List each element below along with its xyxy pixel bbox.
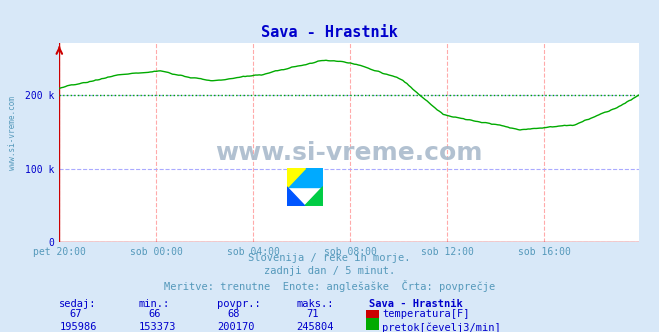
Text: pretok[čevelj3/min]: pretok[čevelj3/min] [382,322,501,332]
Text: Slovenija / reke in morje.: Slovenija / reke in morje. [248,253,411,263]
Polygon shape [287,187,323,206]
Text: www.si-vreme.com: www.si-vreme.com [8,96,17,170]
Text: 71: 71 [306,309,319,319]
Text: temperatura[F]: temperatura[F] [382,309,470,319]
Text: 245804: 245804 [297,322,334,332]
Text: min.:: min.: [138,299,169,309]
Text: 66: 66 [148,309,161,319]
Polygon shape [287,168,323,187]
Text: Meritve: trenutne  Enote: anglešaške  Črta: povprečje: Meritve: trenutne Enote: anglešaške Črta… [164,280,495,291]
Text: zadnji dan / 5 minut.: zadnji dan / 5 minut. [264,266,395,276]
Text: 67: 67 [69,309,82,319]
Polygon shape [287,187,304,206]
Text: povpr.:: povpr.: [217,299,261,309]
Text: Sava - Hrastnik: Sava - Hrastnik [261,25,398,40]
Text: Sava - Hrastnik: Sava - Hrastnik [369,299,463,309]
Text: 153373: 153373 [138,322,176,332]
Text: sedaj:: sedaj: [59,299,97,309]
Text: 68: 68 [227,309,240,319]
Text: www.si-vreme.com: www.si-vreme.com [215,141,483,165]
Text: 195986: 195986 [59,322,97,332]
Polygon shape [287,168,304,187]
Text: 200170: 200170 [217,322,255,332]
Text: maks.:: maks.: [297,299,334,309]
